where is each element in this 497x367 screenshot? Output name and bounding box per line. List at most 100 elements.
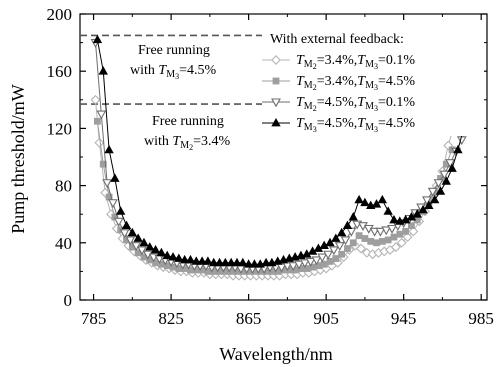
data-point [323,250,334,260]
data-point [349,239,357,247]
legend-entry: TM2=3.4%,TM3=0.1% [296,53,415,71]
data-point [179,254,190,264]
y-axis: 0 40 80 120 160 200 [47,5,487,310]
y-tick-label: 40 [55,234,72,253]
data-point [133,233,143,242]
x-axis-title: Wavelength/nm [219,344,333,364]
data-point [150,244,161,254]
data-point [328,246,339,256]
legend-swatch-marker [271,117,281,127]
data-point [429,194,440,204]
data-point [220,257,231,267]
y-tick-label: 80 [55,177,72,196]
y-tick-label: 120 [47,119,73,138]
data-point [174,253,184,262]
data-point [116,206,126,215]
data-point [125,236,136,246]
data-point [344,245,351,252]
legend-title: With external feedback: [270,32,404,47]
y-tick-label: 0 [64,291,73,310]
data-point [185,254,196,264]
data-point [90,94,101,105]
legend-swatch-marker [271,98,281,108]
data-point [390,242,401,253]
data-point [137,246,147,256]
data-point [433,179,444,189]
series-layer [90,34,479,281]
data-point [145,242,155,251]
x-tick-label: 865 [236,309,262,328]
data-point [131,242,142,251]
x-tick-label: 945 [391,309,417,328]
y-tick-label: 160 [47,62,73,81]
x-tick-label: 825 [158,309,184,328]
data-point [346,227,357,237]
data-point [113,217,124,227]
data-point [209,257,219,267]
data-point [338,250,346,258]
data-point [389,214,399,224]
data-point [249,259,260,268]
data-point [456,136,467,146]
data-point [396,230,404,238]
series-4 [92,34,475,268]
data-point [427,187,438,197]
data-point [371,199,382,208]
data-point [387,224,397,234]
data-point [96,110,107,120]
data-point [299,259,310,269]
data-point [191,256,201,265]
data-point [453,144,463,154]
data-point [342,220,353,230]
data-point [94,137,105,148]
data-point [121,220,132,230]
data-point [127,227,138,237]
data-point [375,227,386,237]
data-point [197,256,207,265]
data-point [340,236,351,246]
data-point [377,194,388,204]
data-point [294,260,304,270]
data-point [348,212,358,221]
data-point [396,237,407,248]
data-point [390,233,398,241]
data-point [355,232,363,240]
data-point [168,252,178,261]
data-point [402,227,410,235]
x-tick-label: 785 [81,309,107,328]
data-point [373,239,380,247]
data-point [226,257,236,267]
data-point [418,204,428,214]
data-point [441,176,451,185]
legend-swatch-marker [272,77,280,85]
reference-label-line2: with TM2=3.4% [144,134,230,152]
data-point [439,170,450,180]
data-point [408,222,415,230]
data-point [305,257,316,267]
data-point [356,243,367,254]
data-point [332,255,340,262]
y-axis-title: Pump threshold/mW [8,84,28,234]
y-tick-label: 200 [47,5,73,24]
data-point [261,257,271,267]
data-point [99,160,107,168]
data-point [317,253,328,263]
data-point [367,237,375,245]
data-point [369,227,380,237]
data-point [102,179,113,189]
x-axis: 785 825 865 905 945 985 [81,14,494,328]
data-point [402,232,413,243]
data-point [336,227,347,237]
data-point [92,34,103,44]
data-point [361,235,369,242]
legend: With external feedback: TM2=3.4%,TM3=0.1%… [262,28,484,136]
data-point [98,66,108,75]
data-point [435,186,446,195]
data-point [378,237,386,245]
data-point [214,257,225,267]
legend-entry: TM3=4.5%,TM3=4.5% [296,116,415,134]
data-point [203,256,213,265]
data-point [445,159,456,169]
data-point [156,247,167,257]
